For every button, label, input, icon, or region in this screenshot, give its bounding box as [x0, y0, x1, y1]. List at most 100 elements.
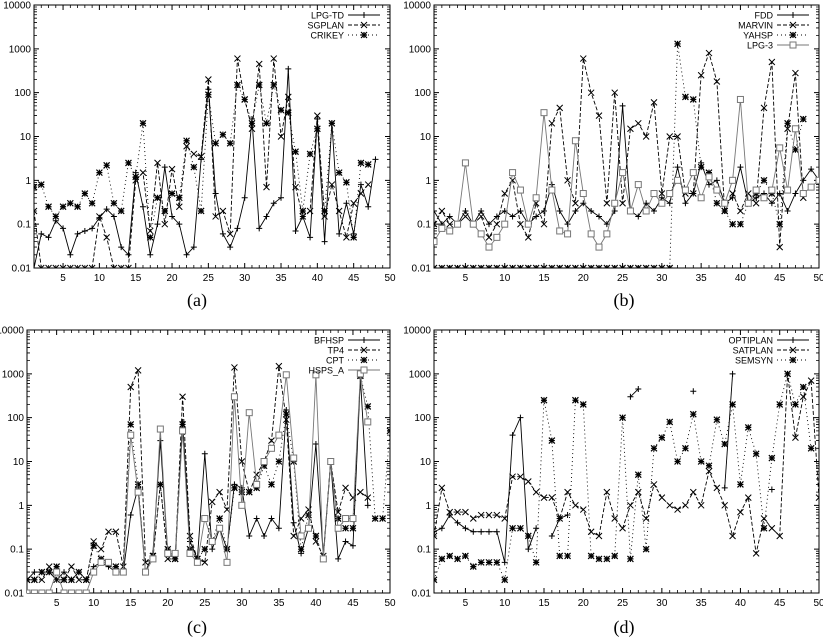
- data-point: [682, 200, 689, 207]
- data-point: [75, 568, 83, 576]
- y-tick-label: 10: [13, 457, 25, 468]
- data-point: [275, 458, 283, 465]
- data-point: [284, 109, 292, 117]
- data-point: [110, 199, 118, 207]
- data-point: [268, 480, 275, 488]
- legend-label: SEMSYN: [735, 356, 773, 366]
- data-point: [321, 207, 329, 215]
- data-point: [434, 576, 438, 584]
- data-point: [634, 471, 642, 479]
- data-point: [119, 568, 127, 576]
- legend-marker: [360, 366, 368, 374]
- data-point: [524, 220, 532, 228]
- data-point: [238, 501, 246, 509]
- panel-caption: (c): [187, 617, 207, 638]
- data-point: [509, 432, 516, 439]
- data-point: [587, 264, 595, 268]
- x-tick-label: 15: [538, 598, 550, 609]
- data-point: [386, 427, 390, 435]
- data-point: [501, 264, 509, 268]
- data-point: [776, 532, 784, 540]
- data-point: [768, 524, 776, 532]
- data-point: [776, 243, 784, 251]
- data-point: [270, 200, 277, 207]
- data-point: [134, 480, 142, 488]
- data-point: [67, 589, 75, 593]
- data-point: [219, 207, 227, 215]
- data-point: [59, 264, 67, 268]
- data-point: [112, 528, 120, 536]
- data-point: [216, 524, 224, 532]
- data-point: [548, 437, 556, 445]
- series-line: [630, 388, 639, 398]
- data-point: [744, 190, 752, 197]
- data-series: [434, 370, 775, 566]
- data-point: [478, 528, 485, 535]
- x-tick-label: 10: [499, 273, 511, 284]
- data-point: [275, 362, 283, 370]
- data-point: [357, 181, 364, 188]
- data-point: [689, 410, 697, 418]
- data-point: [501, 220, 509, 228]
- plot-area: [434, 370, 819, 584]
- data-point: [477, 511, 485, 519]
- y-tick-label: 10000: [403, 326, 431, 337]
- legend-marker: [790, 337, 796, 343]
- data-point: [154, 221, 161, 228]
- data-point: [305, 506, 312, 513]
- data-point: [277, 106, 285, 114]
- data-point: [541, 207, 547, 214]
- data-point: [736, 95, 744, 103]
- data-point: [342, 538, 349, 545]
- data-point: [263, 119, 270, 127]
- legend-label: SGPLAN: [307, 21, 344, 31]
- data-point: [171, 549, 179, 557]
- data-point: [572, 199, 579, 207]
- data-point: [328, 181, 336, 188]
- data-point: [705, 49, 713, 57]
- data-point: [334, 524, 342, 532]
- data-point: [486, 221, 492, 228]
- data-point: [446, 508, 454, 516]
- data-point: [454, 508, 461, 516]
- data-point: [275, 431, 283, 439]
- data-point: [201, 515, 209, 523]
- data-point: [261, 532, 268, 539]
- data-point: [579, 506, 587, 513]
- legend-label: LPG-3: [747, 41, 773, 51]
- x-tick-label: 30: [656, 598, 668, 609]
- y-tick-label: 1000: [9, 44, 32, 55]
- data-point: [595, 555, 603, 563]
- data-point: [469, 563, 477, 571]
- data-point: [336, 230, 343, 237]
- data-point: [674, 176, 682, 184]
- legend-label: TP4: [327, 346, 344, 356]
- data-point: [784, 207, 791, 214]
- data-point: [706, 181, 712, 188]
- x-tick-label: 25: [617, 273, 629, 284]
- data-point: [438, 207, 446, 215]
- data-point: [321, 213, 328, 220]
- data-point: [548, 494, 556, 501]
- data-point: [713, 186, 721, 194]
- data-point: [438, 224, 446, 232]
- data-point: [434, 238, 438, 246]
- data-point: [721, 199, 729, 207]
- data-point: [650, 190, 658, 198]
- data-point: [434, 528, 437, 535]
- x-tick-label: 15: [538, 273, 550, 284]
- data-point: [31, 569, 38, 576]
- data-point: [53, 563, 61, 571]
- data-point: [596, 213, 602, 220]
- panel-caption: (d): [614, 617, 635, 638]
- data-point: [285, 65, 292, 72]
- data-point: [112, 568, 120, 576]
- data-point: [540, 109, 548, 117]
- data-point: [611, 552, 619, 560]
- data-point: [533, 213, 540, 220]
- data-series: [27, 362, 372, 584]
- data-point: [517, 264, 524, 268]
- y-tick-label: 1000: [409, 369, 432, 380]
- data-point: [737, 207, 744, 215]
- y-tick-label: 10000: [0, 326, 24, 337]
